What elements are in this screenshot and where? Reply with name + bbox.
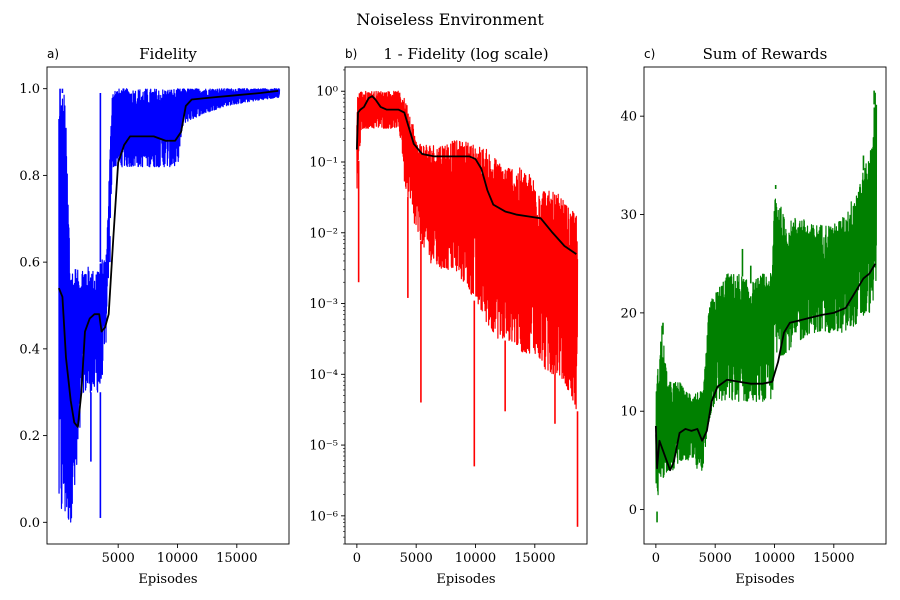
panel-log-infidelity: 0 5000 10000 15000 10⁻⁶ 10⁻⁵ 10⁻⁴ 10⁻³ 10⁻² 10⁻¹ 1… — [309, 45, 588, 587]
raw-series-line — [655, 92, 878, 496]
y-tick-label: 10⁻³ — [309, 297, 338, 312]
y-tick-label: 20 — [620, 306, 637, 321]
x-axis-label: Episodes — [735, 572, 794, 587]
axes-frame — [344, 66, 588, 545]
raw-series-line — [356, 90, 579, 410]
x-tick-label: 15000 — [216, 551, 257, 566]
x-tick-label: 10000 — [157, 551, 198, 566]
axes-frame — [46, 66, 290, 545]
y-tick-label: 30 — [620, 208, 637, 223]
axes-frame — [643, 66, 887, 545]
panel-title: Sum of Rewards — [703, 45, 828, 63]
y-tick-label: 0 — [629, 503, 637, 518]
x-tick-label: 10000 — [754, 551, 795, 566]
plot-area — [58, 88, 281, 523]
x-tick-label: 5000 — [102, 551, 135, 566]
panel-title: 1 - Fidelity (log scale) — [383, 45, 548, 63]
smoothed-series-line — [58, 89, 279, 428]
y-tick-label: 0.0 — [19, 516, 40, 531]
x-axis-label: Episodes — [436, 572, 495, 587]
y-tick-label: 10⁻¹ — [309, 156, 338, 171]
y-tick-label: 10 — [620, 405, 637, 420]
y-tick-label: 40 — [620, 110, 637, 125]
y-tick-label: 1.0 — [19, 82, 40, 97]
figure-title: Noiseless Environment — [356, 10, 544, 29]
x-tick-label: 5000 — [400, 551, 433, 566]
y-tick-label: 0.8 — [19, 169, 40, 184]
x-tick-label: 15000 — [514, 551, 555, 566]
smoothed-series-line — [654, 263, 877, 472]
raw-series-line — [58, 88, 281, 523]
y-tick-label: 10⁻⁶ — [309, 509, 338, 524]
panel-label: a) — [47, 47, 59, 61]
x-tick-label: 0 — [353, 551, 361, 566]
y-tick-label: 10⁻⁴ — [309, 368, 338, 383]
y-tick-label: 10⁻² — [309, 226, 338, 241]
x-tick-label: 5000 — [699, 551, 732, 566]
panel-label: c) — [644, 47, 655, 61]
panel-label: b) — [345, 47, 357, 61]
x-tick-label: 0 — [652, 551, 660, 566]
x-tick-label: 15000 — [813, 551, 854, 566]
y-tick-label: 10⁰ — [316, 85, 338, 100]
plot-area — [355, 90, 579, 527]
x-axis-label: Episodes — [138, 572, 197, 587]
panel-sum-of-rewards: 0 5000 10000 15000 0 10 20 30 40 Sum of Rewards c)… — [620, 45, 887, 587]
y-tick-label: 0.4 — [19, 342, 40, 357]
smoothed-series-line — [355, 95, 577, 255]
y-tick-label: 10⁻⁵ — [309, 439, 338, 454]
panel-fidelity: 5000 10000 15000 0.0 0.2 0.4 0.6 0.8 1.0 Fidelity… — [19, 45, 290, 587]
plot-area — [654, 90, 878, 523]
x-tick-label: 10000 — [455, 551, 496, 566]
panel-title: Fidelity — [139, 45, 197, 63]
y-tick-label: 0.6 — [19, 256, 40, 271]
y-tick-label: 0.2 — [19, 429, 40, 444]
